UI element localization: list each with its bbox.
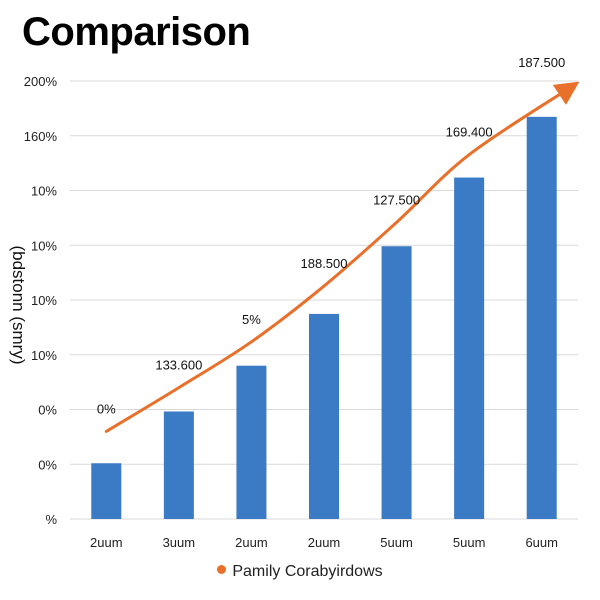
trend-line (104, 81, 580, 433)
y-tick-label: 160% (24, 129, 58, 144)
bar (381, 246, 412, 519)
bar (454, 177, 485, 520)
x-tick-label: 2uum (235, 535, 268, 550)
chart-title: Comparison (22, 10, 251, 54)
y-tick-label: 10% (31, 184, 57, 199)
bar (91, 463, 122, 519)
y-tick-label: 0% (38, 457, 57, 472)
x-tick-label: 5uum (453, 535, 486, 550)
y-tick-label: % (45, 512, 57, 527)
bar (309, 313, 339, 519)
bar (526, 116, 557, 519)
data-label: 127.500 (373, 192, 420, 207)
data-label: 5% (242, 312, 261, 327)
legend-marker (217, 565, 227, 575)
y-tick-label: 0% (38, 403, 57, 418)
y-tick-label: 10% (31, 293, 57, 308)
bar (236, 365, 267, 519)
x-tick-label: 2uum (90, 535, 123, 550)
bar (163, 411, 194, 519)
x-tick-label: 2uum (308, 535, 341, 550)
data-label: 188.500 (301, 256, 348, 271)
legend: Pamily Corabyirdows (0, 563, 600, 581)
data-label: 187.500 (518, 55, 565, 70)
x-tick-label: 6uum (525, 535, 558, 550)
y-tick-label: 10% (31, 238, 57, 253)
data-label: 133.600 (155, 358, 202, 373)
data-label: 169.400 (446, 125, 493, 140)
data-label: 0% (97, 401, 116, 416)
x-tick-label: 3uum (163, 535, 196, 550)
x-tick-label: 5uum (380, 535, 413, 550)
legend-label: Pamily Corabyirdows (232, 563, 383, 580)
y-tick-label: 200% (24, 74, 58, 89)
y-tick-label: 10% (31, 348, 57, 363)
